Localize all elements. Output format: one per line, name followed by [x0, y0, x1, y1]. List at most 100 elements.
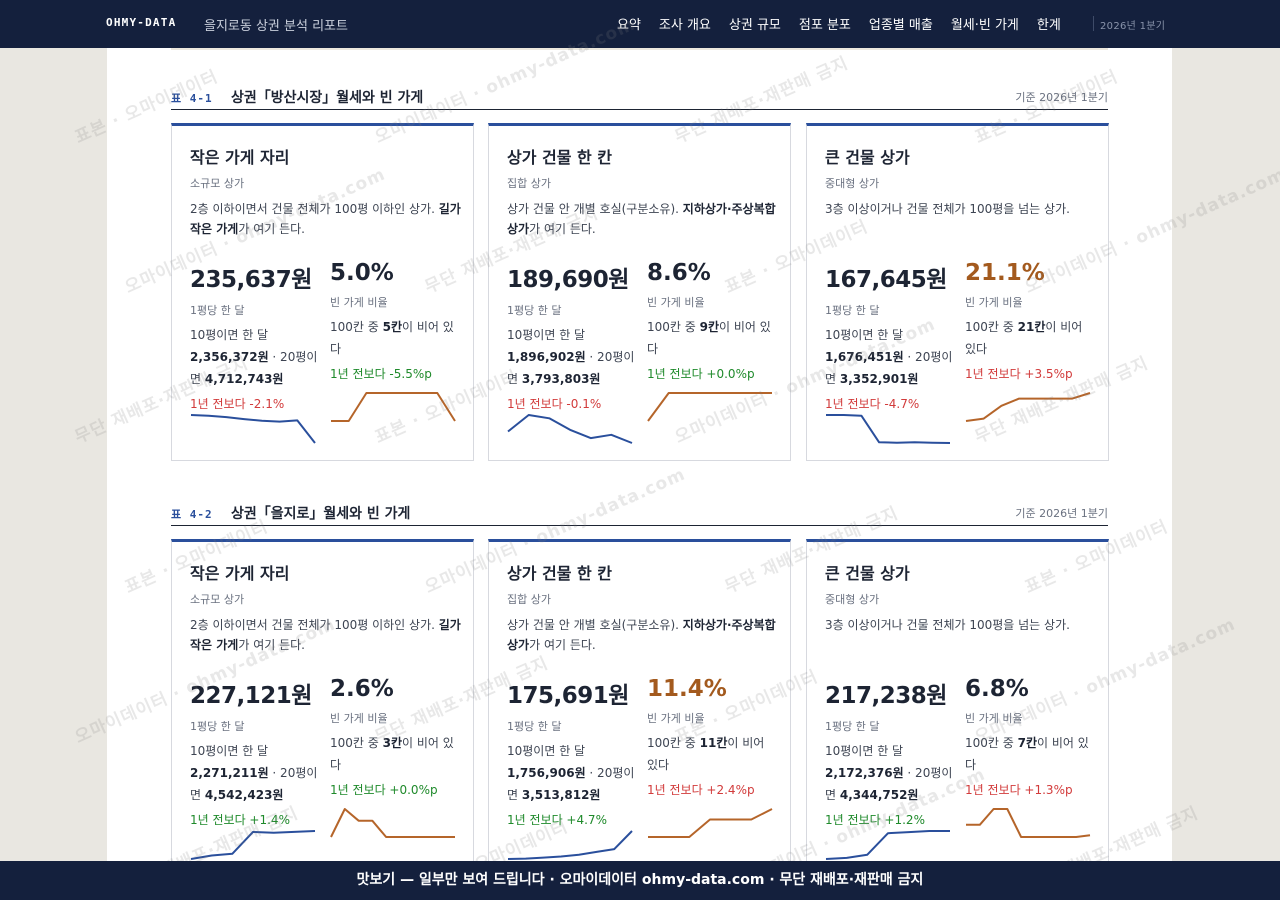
desc-emphasis: 길가 작은 가게 — [190, 202, 461, 236]
card-subtitle: 집합 상가 — [507, 593, 551, 606]
nav-rent-vacancy[interactable]: 월세·빈 가게 — [950, 18, 1019, 33]
vacancy-column: 5.0% 빈 가게 비율 100칸 중 5칸이 비어 있다 1년 전보다 -5.… — [330, 260, 460, 382]
rent-example-text: · 20평이면 — [825, 350, 953, 386]
rent-column: 217,238원 1평당 한 달 10평이면 한 달 2,172,376원 · … — [825, 676, 955, 828]
vacancy-example-text: 이 비어 있다 — [647, 736, 765, 772]
rent-20-pyeong: 3,352,901원 — [839, 372, 919, 386]
desc-emphasis: 길가 작은 가게 — [190, 618, 461, 652]
vacancy-label: 빈 가게 비율 — [647, 712, 705, 725]
card-title: 상가 건물 한 칸 — [507, 564, 613, 583]
rent-trend-sparkline — [190, 830, 316, 860]
collective-store-card: 상가 건물 한 칸 집합 상가 상가 건물 안 개별 호실(구분소유). 지하상… — [488, 539, 791, 877]
nav-overview[interactable]: 조사 개요 — [658, 18, 711, 33]
desc-text: 3층 이상이거나 건물 전체가 100평을 넘는 상가. — [825, 202, 1070, 216]
vacancy-trend-sparkline — [648, 808, 773, 838]
report-period: 2026년 1분기 — [1100, 21, 1166, 32]
vacancy-trend-sparkline — [966, 808, 1091, 838]
rent-trend-sparkline-line — [507, 414, 633, 444]
rent-trend-sparkline-line — [507, 830, 633, 860]
vacancy-yoy-change: 1년 전보다 +0.0%p — [647, 367, 755, 381]
nav-summary[interactable]: 요약 — [617, 18, 641, 33]
vacancy-label: 빈 가게 비율 — [330, 712, 388, 725]
vacancy-rate: 5.0% — [330, 260, 394, 286]
rent-column: 235,637원 1평당 한 달 10평이면 한 달 2,356,372원 · … — [190, 260, 320, 412]
rent-per-pyeong: 235,637원 — [190, 267, 312, 293]
vacancy-example: 100칸 중 5칸이 비어 있다 — [330, 316, 460, 360]
desc-text: 3층 이상이거나 건물 전체가 100평을 넘는 상가. — [825, 618, 1070, 632]
vacancy-example: 100칸 중 3칸이 비어 있다 — [330, 732, 460, 776]
nav-sales-by-industry[interactable]: 업종별 매출 — [868, 18, 933, 33]
card-description: 3층 이상이거나 건물 전체가 100평을 넘는 상가. — [825, 199, 1097, 219]
rent-example-text: · 20평이면 — [825, 766, 953, 802]
rent-example-text: · 20평이면 — [190, 766, 318, 802]
rent-example-text: 10평이면 한 달 — [507, 328, 586, 342]
section-basis-date: 기준 2026년 1분기 — [1015, 91, 1108, 104]
large-building-card: 큰 건물 상가 중대형 상가 3층 이상이거나 건물 전체가 100평을 넘는 … — [806, 539, 1109, 877]
card-title: 작은 가게 자리 — [190, 148, 290, 167]
vacancy-yoy-change: 1년 전보다 +2.4%p — [647, 783, 755, 797]
rent-trend-sparkline-line — [825, 830, 950, 860]
table-section-4-1: 표 4-1 상권「방산시장」월세와 빈 가게 기준 2026년 1분기 작은 가… — [171, 80, 1109, 461]
card-subtitle: 집합 상가 — [507, 177, 551, 190]
card-description: 2층 이하이면서 건물 전체가 100평 이하인 상가. 길가 작은 가게가 여… — [190, 615, 462, 655]
rent-yoy-change: 1년 전보다 -4.7% — [825, 397, 920, 411]
nav-store-distribution[interactable]: 점포 분포 — [798, 18, 851, 33]
rent-20-pyeong: 4,542,423원 — [204, 788, 284, 802]
vacancy-rate: 8.6% — [647, 260, 711, 286]
rent-label: 1평당 한 달 — [825, 720, 880, 733]
vacancy-column: 11.4% 빈 가게 비율 100칸 중 11칸이 비어 있다 1년 전보다 +… — [647, 676, 777, 798]
rent-label: 1평당 한 달 — [190, 304, 245, 317]
rent-label: 1평당 한 달 — [507, 720, 562, 733]
section-header: 표 4-1 상권「방산시장」월세와 빈 가게 기준 2026년 1분기 — [171, 80, 1108, 110]
vacancy-trend-sparkline-line — [966, 808, 1091, 838]
card-description: 2층 이하이면서 건물 전체가 100평 이하인 상가. 길가 작은 가게가 여… — [190, 199, 462, 239]
rent-10-pyeong: 1,756,906원 — [507, 766, 586, 780]
desc-text: 상가 건물 안 개별 호실(구분소유). — [507, 202, 683, 216]
small-store-card: 작은 가게 자리 소규모 상가 2층 이하이면서 건물 전체가 100평 이하인… — [171, 123, 474, 461]
rent-example: 10평이면 한 달 2,356,372원 · 20평이면 4,712,743원 — [190, 324, 320, 390]
vacancy-example-text: 100칸 중 — [965, 320, 1018, 334]
rent-example-text: · 20평이면 — [507, 350, 635, 386]
rent-example-text: 10평이면 한 달 — [825, 328, 904, 342]
rent-example-text: 10평이면 한 달 — [825, 744, 904, 758]
vacancy-example-text: 이 비어 있다 — [965, 736, 1089, 772]
vacancy-yoy-change: 1년 전보다 -5.5%p — [330, 367, 432, 381]
rent-column: 167,645원 1평당 한 달 10평이면 한 달 1,676,451원 · … — [825, 260, 955, 412]
nav-limitations[interactable]: 한계 — [1036, 18, 1061, 33]
rent-column: 175,691원 1평당 한 달 10평이면 한 달 1,756,906원 · … — [507, 676, 637, 828]
vacancy-yoy-change: 1년 전보다 +0.0%p — [330, 783, 438, 797]
rent-column: 189,690원 1평당 한 달 10평이면 한 달 1,896,902원 · … — [507, 260, 637, 412]
rent-10-pyeong: 1,676,451원 — [825, 350, 904, 364]
vacancy-example-text: 100칸 중 — [647, 320, 700, 334]
nav-market-size[interactable]: 상권 규모 — [728, 18, 781, 33]
rent-yoy-change: 1년 전보다 +4.7% — [507, 813, 607, 827]
rent-trend-sparkline-line — [826, 414, 951, 444]
rent-label: 1평당 한 달 — [825, 304, 880, 317]
rent-label: 1평당 한 달 — [190, 720, 245, 733]
top-navbar: OHMY-DATA 을지로동 상권 분석 리포트 요약 조사 개요 상권 규모 … — [0, 0, 1280, 48]
desc-text: 2층 이하이면서 건물 전체가 100평 이하인 상가. — [190, 618, 439, 632]
vacancy-trend-sparkline — [965, 392, 1091, 422]
vacancy-example-text: 이 비어 있다 — [965, 320, 1083, 356]
card-description: 상가 건물 안 개별 호실(구분소유). 지하상가·주상복합 상가가 여기 든다… — [507, 615, 779, 655]
desc-text: 가 여기 든다. — [238, 638, 305, 652]
rent-example: 10평이면 한 달 2,172,376원 · 20평이면 4,344,752원 — [825, 740, 955, 806]
rent-trend-sparkline — [190, 414, 316, 444]
card-subtitle: 소규모 상가 — [190, 177, 245, 190]
rent-trend-sparkline-line — [190, 830, 316, 860]
vacancy-example: 100칸 중 21칸이 비어 있다 — [965, 316, 1095, 360]
vacancy-column: 6.8% 빈 가게 비율 100칸 중 7칸이 비어 있다 1년 전보다 +1.… — [965, 676, 1095, 798]
vacancy-count: 3칸 — [382, 736, 403, 750]
rent-yoy-change: 1년 전보다 +1.2% — [825, 813, 925, 827]
vacancy-example-text: 이 비어 있다 — [330, 320, 454, 356]
desc-text: 상가 건물 안 개별 호실(구분소유). — [507, 618, 683, 632]
vacancy-trend-sparkline-line — [331, 392, 456, 422]
vacancy-trend-sparkline — [331, 392, 456, 422]
vacancy-column: 2.6% 빈 가게 비율 100칸 중 3칸이 비어 있다 1년 전보다 +0.… — [330, 676, 460, 798]
large-building-card: 큰 건물 상가 중대형 상가 3층 이상이거나 건물 전체가 100평을 넘는 … — [806, 123, 1109, 461]
rent-yoy-change: 1년 전보다 -0.1% — [507, 397, 602, 411]
brand-logo[interactable]: OHMY-DATA — [106, 16, 177, 29]
desc-emphasis: 지하상가·주상복합 상가 — [507, 202, 776, 236]
vacancy-example-text: 100칸 중 — [330, 736, 383, 750]
vacancy-column: 8.6% 빈 가게 비율 100칸 중 9칸이 비어 있다 1년 전보다 +0.… — [647, 260, 777, 382]
